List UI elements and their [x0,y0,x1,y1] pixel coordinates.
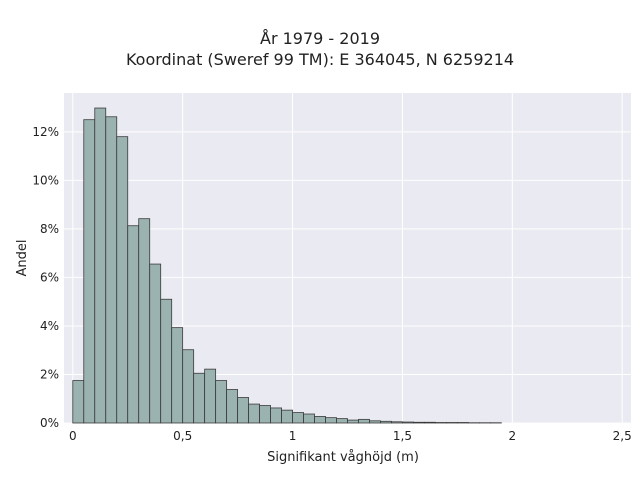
bars [72,107,502,424]
histogram-bar [215,380,228,424]
histogram-bar [402,421,414,424]
histogram-bar [380,420,392,424]
x-axis-ticks: 0 0,5 1 1,5 2 2,5 [69,429,632,443]
histogram-bar [259,405,271,424]
histogram-bar [303,413,315,424]
histogram-bar [281,409,293,424]
histogram-bar [83,119,96,424]
y-tick-label: 6% [40,270,59,284]
x-axis-label: Signifikant våghöjd (m) [267,450,419,465]
histogram-bar [292,412,304,424]
y-tick-label: 8% [40,222,59,236]
histogram-bar [116,136,129,424]
histogram-bar [314,416,326,424]
x-tick-label: 0 [69,429,77,443]
histogram-bar [336,418,348,424]
x-tick-label: 1 [289,429,297,443]
histogram-bar [171,327,184,424]
y-tick-label: 10% [32,173,59,187]
histogram-bar [193,372,206,424]
histogram-bar [149,263,162,424]
histogram-bar [226,389,239,424]
histogram-bar [270,407,282,424]
histogram-bar [413,421,425,424]
histogram-bar [237,397,250,424]
x-tick-label: 2 [509,429,517,443]
y-axis-ticks: 0% 2% 4% 6% 8% 10% 12% [32,125,59,430]
x-tick-label: 1,5 [393,429,412,443]
y-tick-label: 0% [40,416,59,430]
histogram-bar [424,421,436,424]
histogram-bar [72,380,85,424]
histogram-bar [160,298,173,424]
y-tick-label: 4% [40,319,59,333]
chart-subtitle: Koordinat (Sweref 99 TM): E 364045, N 62… [125,50,515,69]
chart-title: År 1979 - 2019 [260,29,380,48]
histogram-bar [358,418,370,424]
y-tick-label: 2% [40,367,59,381]
histogram-bar [204,368,217,424]
histogram-bar [182,349,195,424]
histogram-bar [325,417,337,424]
y-axis-label: Andel [15,240,30,277]
histogram-bar [369,420,381,424]
histogram-bar [138,218,151,424]
histogram-bar [248,403,260,424]
y-tick-label: 12% [32,125,59,139]
histogram-bar [127,225,140,424]
histogram-bar [105,116,118,424]
histogram-bar [347,419,359,424]
histogram-bar [94,107,107,424]
histogram-bar [391,421,403,424]
x-tick-label: 0,5 [173,429,192,443]
x-tick-label: 2,5 [613,429,632,443]
